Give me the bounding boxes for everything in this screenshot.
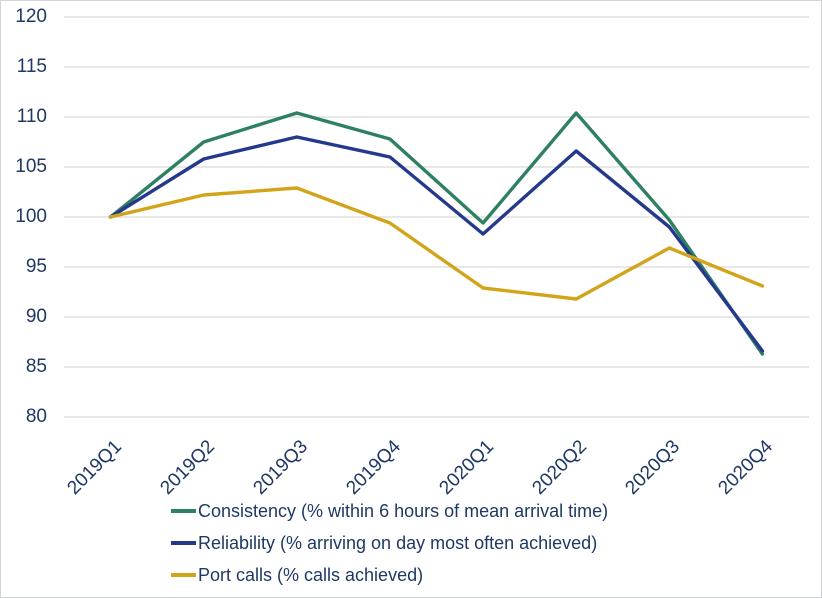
legend-label: Port calls (% calls achieved) (198, 564, 424, 585)
legend-item-2: Port calls (% calls achieved) (171, 562, 608, 588)
legend-label: Consistency (% within 6 hours of mean ar… (198, 500, 609, 521)
legend-item-1: Reliability (% arriving on day most ofte… (171, 530, 608, 556)
legend-line-swatch (171, 573, 196, 577)
legend-line-swatch (171, 541, 196, 545)
y-tick-label: 80 (25, 406, 47, 427)
y-tick-label: 100 (15, 206, 47, 227)
legend-label: Reliability (% arriving on day most ofte… (198, 532, 598, 553)
y-tick-label: 90 (25, 306, 47, 327)
y-tick-label: 85 (25, 356, 47, 377)
y-tick-label: 115 (16, 56, 47, 77)
y-tick-label: 95 (25, 256, 47, 277)
y-tick-label: 105 (15, 156, 47, 177)
legend-line-swatch (171, 509, 196, 513)
legend-item-0: Consistency (% within 6 hours of mean ar… (171, 498, 608, 524)
y-tick-label: 110 (16, 106, 47, 127)
series-line-2 (108, 186, 765, 301)
legend: Consistency (% within 6 hours of mean ar… (171, 498, 608, 594)
plot-area (64, 16, 809, 418)
series-line-0 (108, 111, 765, 356)
series-line-1 (108, 135, 765, 353)
y-tick-label: 120 (15, 6, 47, 27)
